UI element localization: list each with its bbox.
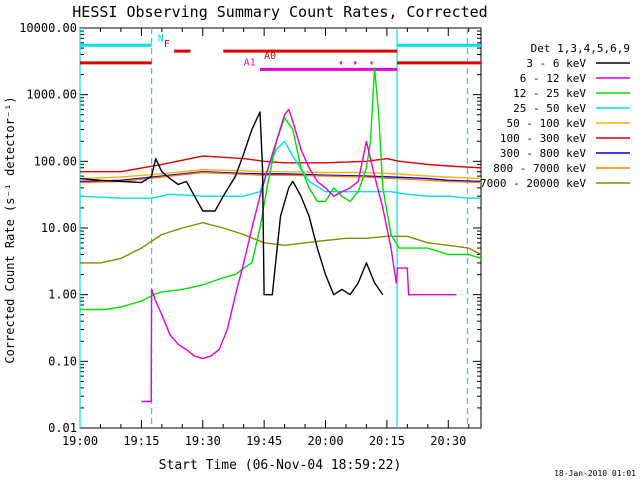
flag-label: A0: [264, 51, 276, 62]
chart-title: HESSI Observing Summary Count Rates, Cor…: [72, 3, 487, 21]
y-tick-label: 1.00: [48, 288, 77, 302]
x-tick-label: 19:30: [185, 434, 221, 448]
flag-label: N: [158, 33, 164, 44]
y-tick-label: 0.01: [48, 421, 77, 435]
x-tick-label: 19:45: [246, 434, 282, 448]
series-line: [79, 168, 482, 180]
legend-entry: 300 - 800 keV: [500, 147, 586, 160]
y-axis-label: Corrected Count Rate (s⁻¹ detector⁻¹): [3, 96, 17, 363]
flag-label: F: [164, 39, 170, 50]
legend-entry: 7000 - 20000 keV: [480, 177, 586, 190]
legend-entry: 3 - 6 keV: [526, 57, 586, 70]
y-tick-label: 0.10: [48, 354, 77, 368]
series-line: [79, 140, 481, 199]
series-line: [141, 108, 457, 403]
y-tick-label: 10.00: [41, 221, 77, 235]
legend-entry: 6 - 12 keV: [520, 72, 587, 85]
x-tick-label: 20:30: [430, 434, 466, 448]
x-axis-label: Start Time (06-Nov-04 18:59:22): [159, 458, 402, 473]
flag-label: A1: [244, 57, 256, 68]
y-tick-label: 10000.00: [19, 21, 77, 35]
series-line: [79, 111, 384, 296]
y-tick-label: 1000.00: [26, 88, 77, 102]
legend-entry: 100 - 300 keV: [500, 132, 586, 145]
x-tick-label: 20:15: [369, 434, 405, 448]
series-line: [80, 221, 482, 264]
y-tick-label: 100.00: [34, 154, 77, 168]
series-line: [79, 171, 482, 184]
legend-entry: 50 - 100 keV: [507, 117, 587, 130]
legend-entry: 25 - 50 keV: [513, 102, 586, 115]
series-line: [79, 170, 482, 183]
series-line: [80, 155, 482, 173]
plot-frame: [79, 27, 482, 429]
legend-title: Det 1,3,4,5,6,9: [531, 42, 630, 55]
x-tick-label: 19:00: [62, 434, 98, 448]
legend-entry: 800 - 7000 keV: [493, 162, 586, 175]
legend-entry: 12 - 25 keV: [513, 87, 586, 100]
footer-date: 18-Jan-2010 01:01: [554, 469, 636, 478]
series-line: [80, 67, 482, 311]
x-tick-label: 20:00: [307, 434, 343, 448]
x-tick-label: 19:15: [123, 434, 159, 448]
